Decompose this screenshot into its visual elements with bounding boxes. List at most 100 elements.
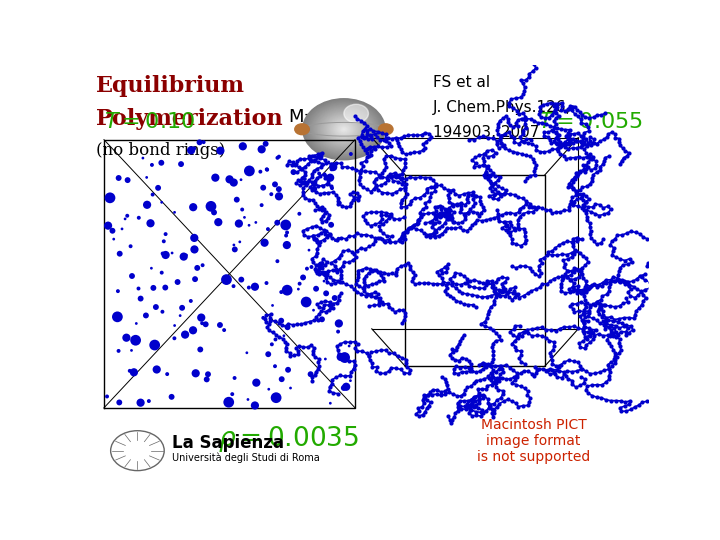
- Point: [146, 160, 158, 169]
- Point: [441, 381, 452, 390]
- Point: [431, 182, 442, 191]
- Point: [322, 179, 333, 187]
- Point: [221, 275, 233, 284]
- Point: [268, 393, 279, 402]
- Point: [130, 336, 141, 345]
- Point: [453, 286, 464, 295]
- Point: [431, 212, 442, 220]
- Point: [547, 126, 559, 135]
- Point: [528, 158, 540, 166]
- Point: [525, 172, 536, 180]
- Point: [310, 265, 321, 273]
- Point: [624, 292, 636, 300]
- Point: [634, 303, 645, 312]
- Point: [563, 202, 575, 211]
- Point: [459, 211, 470, 220]
- Point: [570, 383, 582, 391]
- Point: [531, 323, 543, 332]
- Point: [124, 367, 135, 375]
- Point: [321, 180, 333, 188]
- Point: [599, 153, 611, 162]
- Point: [555, 287, 567, 295]
- Point: [395, 203, 407, 212]
- Point: [379, 159, 390, 167]
- Point: [346, 247, 358, 256]
- Point: [563, 134, 575, 143]
- Point: [564, 130, 575, 138]
- Point: [486, 182, 498, 191]
- Circle shape: [303, 99, 384, 160]
- Point: [581, 299, 593, 307]
- Point: [489, 185, 500, 194]
- Point: [473, 278, 485, 286]
- Point: [305, 370, 316, 379]
- Point: [513, 329, 525, 338]
- Point: [294, 279, 305, 288]
- Point: [396, 233, 408, 242]
- Point: [563, 145, 575, 153]
- Point: [351, 189, 363, 198]
- Text: (no bond rings): (no bond rings): [96, 141, 225, 159]
- Point: [532, 203, 544, 212]
- Point: [317, 268, 328, 276]
- Point: [579, 344, 590, 353]
- Point: [508, 123, 519, 131]
- Point: [168, 208, 180, 217]
- Point: [346, 164, 357, 173]
- Point: [483, 404, 495, 413]
- Point: [484, 402, 495, 410]
- Point: [382, 172, 393, 181]
- Point: [513, 402, 524, 411]
- Point: [396, 195, 408, 204]
- Point: [477, 390, 489, 399]
- Point: [493, 217, 505, 226]
- Point: [579, 128, 590, 137]
- Point: [323, 210, 335, 219]
- Point: [511, 373, 523, 381]
- Point: [358, 287, 369, 295]
- Point: [368, 143, 379, 151]
- Point: [503, 118, 514, 126]
- Point: [459, 215, 471, 224]
- Point: [441, 211, 452, 220]
- Point: [344, 202, 356, 211]
- Point: [534, 365, 545, 374]
- Point: [365, 221, 377, 230]
- Point: [488, 286, 500, 295]
- Point: [365, 142, 377, 151]
- Point: [462, 274, 473, 283]
- Point: [325, 181, 336, 190]
- Point: [332, 276, 343, 285]
- Point: [297, 343, 309, 352]
- Point: [473, 392, 485, 400]
- Point: [215, 146, 226, 155]
- Point: [417, 402, 428, 411]
- Point: [619, 256, 631, 265]
- Point: [348, 196, 359, 205]
- Point: [487, 326, 499, 335]
- Point: [280, 347, 292, 355]
- Point: [611, 253, 622, 261]
- Point: [320, 269, 332, 278]
- Point: [516, 137, 528, 145]
- Point: [582, 123, 594, 132]
- Point: [629, 314, 640, 323]
- Point: [581, 152, 593, 161]
- Point: [575, 373, 587, 381]
- Point: [312, 245, 323, 253]
- Point: [482, 175, 494, 184]
- Point: [579, 375, 590, 383]
- Point: [464, 224, 476, 233]
- Point: [306, 178, 318, 186]
- Point: [492, 181, 503, 190]
- Point: [455, 280, 467, 289]
- Point: [370, 174, 382, 183]
- Point: [473, 133, 485, 142]
- Point: [133, 213, 145, 222]
- Point: [467, 195, 479, 204]
- Point: [313, 310, 325, 319]
- Point: [393, 142, 405, 151]
- Point: [575, 193, 587, 202]
- Point: [282, 160, 293, 169]
- Point: [360, 157, 372, 165]
